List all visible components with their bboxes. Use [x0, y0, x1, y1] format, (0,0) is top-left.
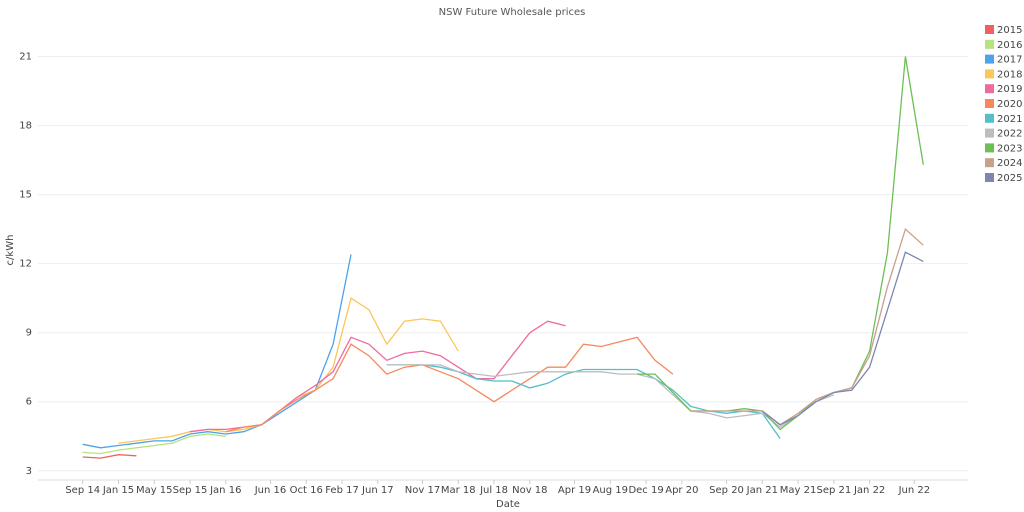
x-tick-label: Apr 19 — [558, 485, 591, 496]
legend-label: 2017 — [997, 55, 1022, 66]
x-tick-label: Dec 19 — [628, 485, 663, 496]
legend-label: 2025 — [997, 173, 1022, 184]
x-tick-label: Jun 22 — [898, 485, 931, 496]
x-tick-label: Sep 21 — [816, 485, 851, 496]
x-tick-label: Sep 20 — [709, 485, 744, 496]
y-tick-label: 6 — [26, 397, 32, 408]
series-line — [690, 227, 924, 426]
x-tick-label: Jun 16 — [254, 485, 287, 496]
y-tick-label: 15 — [19, 190, 32, 201]
legend-swatch — [985, 128, 994, 138]
legend-swatch — [985, 69, 994, 79]
legend-swatch — [985, 143, 994, 153]
x-tick-label: Jun 17 — [361, 485, 394, 496]
chart-title: NSW Future Wholesale prices — [439, 7, 586, 18]
x-tick-label: Nov 17 — [405, 485, 440, 496]
legend-label: 2019 — [997, 84, 1022, 95]
x-tick-label: Mar 18 — [441, 485, 476, 496]
legend-swatch — [985, 54, 994, 64]
series-line — [189, 320, 566, 433]
x-tick-label: May 21 — [780, 485, 817, 496]
legend-swatch — [985, 84, 994, 94]
series-line — [82, 254, 352, 449]
x-tick-label: Jan 15 — [102, 485, 134, 496]
x-tick-label: Jul 18 — [479, 485, 508, 496]
y-tick-label: 3 — [26, 466, 32, 477]
x-tick-label: Jan 22 — [853, 485, 885, 496]
x-tick-label: Sep 15 — [173, 485, 208, 496]
x-tick-label: Jan 16 — [209, 485, 241, 496]
x-tick-label: Jan 21 — [746, 485, 778, 496]
y-tick-label: 9 — [26, 328, 32, 339]
x-tick-label: Nov 18 — [512, 485, 547, 496]
legend-label: 2023 — [997, 143, 1022, 154]
x-tick-label: Apr 20 — [665, 485, 698, 496]
legend-label: 2016 — [997, 40, 1022, 51]
legend-label: 2022 — [997, 129, 1022, 140]
series-line — [761, 251, 924, 426]
legend-label: 2015 — [997, 25, 1022, 36]
legend-swatch — [985, 39, 994, 49]
series-line — [118, 297, 459, 444]
series-line — [225, 336, 674, 433]
x-axis-label: Date — [496, 499, 520, 510]
legend-swatch — [985, 113, 994, 123]
series-line — [82, 454, 137, 459]
y-tick-label: 18 — [19, 121, 32, 132]
legend-label: 2018 — [997, 69, 1022, 80]
y-axis-label: c/kWh — [5, 235, 16, 266]
series-line — [386, 364, 835, 428]
legend-swatch — [985, 99, 994, 108]
y-tick-label: 21 — [19, 52, 32, 63]
y-tick-label: 12 — [19, 259, 32, 270]
x-tick-label: Feb 17 — [325, 485, 359, 496]
series-line — [82, 433, 226, 455]
series-line — [386, 364, 781, 439]
series-line — [637, 56, 924, 431]
legend-swatch — [985, 158, 994, 168]
x-tick-label: Aug 19 — [593, 485, 628, 496]
legend-label: 2024 — [997, 158, 1022, 169]
x-tick-label: Sep 14 — [65, 485, 100, 496]
x-tick-label: May 15 — [136, 485, 173, 496]
legend-label: 2020 — [997, 99, 1022, 110]
x-tick-label: Oct 16 — [290, 485, 323, 496]
legend-label: 2021 — [997, 114, 1022, 125]
legend-swatch — [985, 173, 994, 182]
legend-swatch — [985, 25, 994, 34]
